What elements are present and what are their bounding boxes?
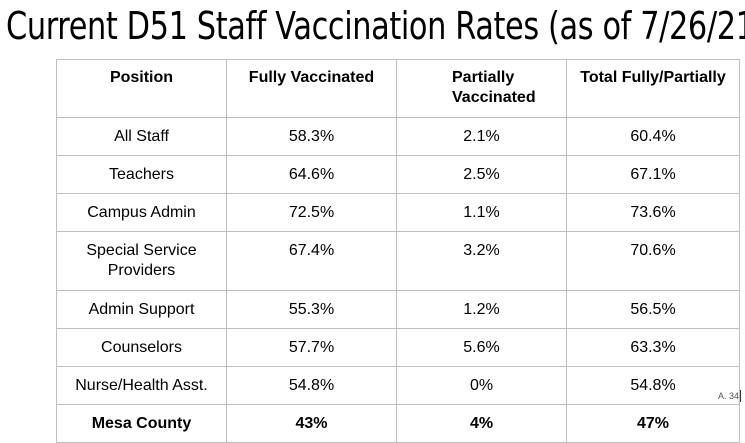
cell-fully: 58.3% xyxy=(226,117,397,156)
cell-total: 70.6% xyxy=(566,231,740,291)
cell-position: Special Service Providers xyxy=(56,231,227,291)
cell-partially: 3.2% xyxy=(396,231,567,291)
cell-total: 56.5% xyxy=(566,290,740,329)
cell-fully: 57.7% xyxy=(226,328,397,367)
cell-position: Admin Support xyxy=(56,290,227,329)
text-cursor xyxy=(740,390,741,402)
cell-total: 73.6% xyxy=(566,193,740,232)
page-number: A. 34 xyxy=(718,391,740,401)
cell-partially: 1.2% xyxy=(396,290,567,329)
cell-position: Counselors xyxy=(56,328,227,367)
table-row: Nurse/Health Asst. 54.8% 0% 54.8% xyxy=(56,366,740,405)
cell-position: All Staff xyxy=(56,117,227,156)
table-row: Special Service Providers 67.4% 3.2% 70.… xyxy=(56,231,740,291)
table-row: Teachers 64.6% 2.5% 67.1% xyxy=(56,155,740,194)
header-total: Total Fully/Partially xyxy=(566,59,740,118)
table-row: All Staff 58.3% 2.1% 60.4% xyxy=(56,117,740,156)
cell-partially: 2.5% xyxy=(396,155,567,194)
cell-total: 60.4% xyxy=(566,117,740,156)
cell-partially: 5.6% xyxy=(396,328,567,367)
table-row: Counselors 57.7% 5.6% 63.3% xyxy=(56,328,740,367)
cell-position: Teachers xyxy=(56,155,227,194)
page-title: Current D51 Staff Vaccination Rates (as … xyxy=(6,4,745,48)
cell-total: 54.8% xyxy=(566,366,740,405)
cell-total: 63.3% xyxy=(566,328,740,367)
cell-fully: 54.8% xyxy=(226,366,397,405)
table-row: Admin Support 55.3% 1.2% 56.5% xyxy=(56,290,740,329)
cell-partially: 2.1% xyxy=(396,117,567,156)
cell-fully: 67.4% xyxy=(226,231,397,291)
cell-fully: 72.5% xyxy=(226,193,397,232)
cell-fully: 55.3% xyxy=(226,290,397,329)
table-header-row: Position Fully Vaccinated Partially Vacc… xyxy=(56,59,740,118)
table-row: Campus Admin 72.5% 1.1% 73.6% xyxy=(56,193,740,232)
cell-partially: 0% xyxy=(396,366,567,405)
vaccination-rates-table: Position Fully Vaccinated Partially Vacc… xyxy=(56,59,740,443)
header-fully-vaccinated: Fully Vaccinated xyxy=(226,59,397,118)
cell-total: 67.1% xyxy=(566,155,740,194)
cell-position: Nurse/Health Asst. xyxy=(56,366,227,405)
header-position: Position xyxy=(56,59,227,118)
cell-partially: 1.1% xyxy=(396,193,567,232)
header-partially-vaccinated: Partially Vaccinated xyxy=(396,59,567,118)
cell-fully: 64.6% xyxy=(226,155,397,194)
cell-position: Campus Admin xyxy=(56,193,227,232)
